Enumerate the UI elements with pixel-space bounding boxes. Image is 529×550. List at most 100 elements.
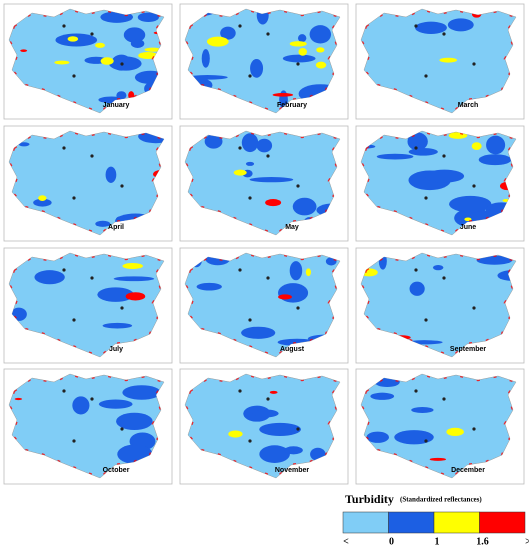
station-point [296,427,300,431]
station-point [414,146,418,150]
map-panel: November [179,368,349,485]
turbidity-patch [123,27,146,43]
station-point [266,32,270,36]
turbidity-patch [259,422,301,436]
map-panel: July [3,247,173,364]
station-point [414,268,418,272]
legend-swatch [433,511,480,534]
turbidity-patch [408,147,438,156]
turbidity-patch [269,390,278,394]
turbidity-patch [415,21,447,34]
station-point [248,439,252,443]
station-point [120,184,124,188]
legend-swatch [479,511,526,534]
station-point [296,184,300,188]
turbidity-patch [100,57,114,65]
turbidity-patch [137,12,159,22]
station-point [424,439,428,443]
turbidity-patch [298,47,307,56]
station-point [72,74,76,78]
station-point [62,146,66,150]
turbidity-patch [297,34,307,43]
turbidity-patch [486,135,506,155]
turbidity-patch [116,412,153,430]
legend-title: Turbidity [345,492,394,506]
turbidity-patch [292,197,317,216]
turbidity-patches [185,374,340,478]
legend-label: > [525,536,529,547]
turbidity-patch [122,385,161,400]
month-label: April [108,224,124,231]
turbidity-patch [95,220,111,227]
turbidity-patch [250,58,264,78]
month-label: February [277,102,307,109]
turbidity-patch [464,217,472,222]
station-point [424,196,428,200]
turbidity-patch [98,399,133,409]
station-point [238,24,242,28]
station-point [442,397,446,401]
map-panel: October [3,368,173,485]
turbidity-patch [33,198,52,207]
station-point [472,306,476,310]
map-panel: August [179,247,349,364]
map-panel: December [355,368,525,485]
turbidity-patch [289,261,303,281]
station-point [72,196,76,200]
month-label: August [280,346,305,353]
station-point [266,276,270,280]
turbidity-patch [284,446,303,455]
turbidity-patch [113,276,155,282]
turbidity-patch [447,18,474,32]
month-label: June [460,224,476,231]
turbidity-patch [376,153,414,160]
map-panel: April [3,125,173,242]
station-point [442,32,446,36]
turbidity-patch [38,195,47,201]
turbidity-patch [204,134,223,149]
turbidity-patch [228,430,243,438]
station-point [238,146,242,150]
station-point [120,427,124,431]
turbidity-patch [206,36,229,47]
station-point [296,306,300,310]
station-point [238,389,242,393]
turbidity-patch [411,406,434,414]
turbidity-patch [439,57,458,63]
month-label: March [458,102,479,109]
turbidity-patch [429,457,447,461]
legend-swatch [342,511,389,534]
month-label: December [451,467,485,474]
turbidity-patch [72,396,90,415]
turbidity-patch [278,294,292,300]
turbidity-patch [432,264,444,271]
turbidity-patch [289,41,307,47]
turbidity-patch [187,75,228,80]
station-point [248,318,252,322]
station-point [248,196,252,200]
station-point [90,276,94,280]
turbidity-patch [449,195,492,213]
station-point [266,154,270,158]
turbidity-patch [122,262,143,269]
map-panel: June [355,125,525,242]
turbidity-patch [67,36,79,42]
map-panel: March [355,3,525,120]
map-panel: February [179,3,349,120]
month-label: May [285,224,299,231]
turbidity-patch [394,430,434,445]
turbidity-patch [144,47,162,52]
turbidity-patch [241,326,276,339]
station-point [62,389,66,393]
turbidity-patch [105,166,117,183]
legend-swatch [388,511,435,534]
turbidity-patch [233,169,247,176]
map-panel: January [3,3,173,120]
turbidity-patch [282,54,316,63]
month-label: November [275,467,310,474]
turbidity-patch [252,409,279,418]
station-point [90,397,94,401]
station-point [424,74,428,78]
station-point [442,276,446,280]
turbidity-patch [265,199,282,207]
